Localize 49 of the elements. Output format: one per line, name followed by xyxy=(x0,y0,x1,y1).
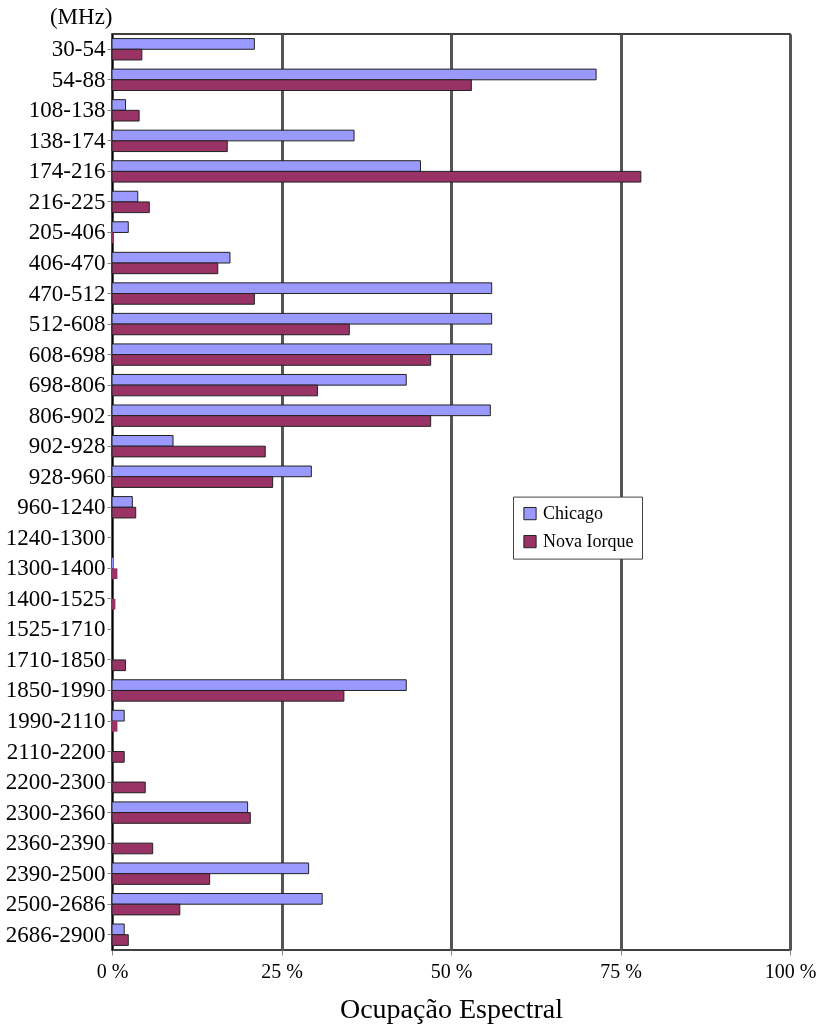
bar xyxy=(111,842,154,855)
y-tick-label: 1525-1710 xyxy=(5,616,106,642)
bar xyxy=(112,598,116,610)
y-tick-label: 1850-1990 xyxy=(5,677,106,703)
x-tick-label: 0 % xyxy=(96,959,129,982)
bar xyxy=(111,221,129,233)
y-tick-label: 2110-2200 xyxy=(6,738,106,764)
bar xyxy=(112,568,118,580)
y-tick-label: 512-608 xyxy=(28,311,106,337)
y-tick-label: 1400-1525 xyxy=(5,585,106,611)
y-tick-label: 2200-2300 xyxy=(5,769,106,795)
y-tick-label: 205-406 xyxy=(28,219,106,245)
y-tick-label: 2500-2686 xyxy=(5,891,106,917)
x-tick-label: 25 % xyxy=(261,959,303,982)
y-tick-label: 470-512 xyxy=(28,280,106,306)
y-tick-label: 108-138 xyxy=(28,97,106,123)
y-tick-label: 960-1240 xyxy=(17,494,106,520)
legend-label: Nova Iorque xyxy=(543,530,634,551)
y-tick-label: 928-960 xyxy=(28,463,106,489)
y-tick-label: 902-928 xyxy=(28,433,106,459)
y-tick-label: 698-806 xyxy=(28,372,106,398)
y-axis-title: (MHz) xyxy=(49,3,113,29)
y-tick-label: 54-88 xyxy=(51,66,106,92)
x-tick-label: 100 % xyxy=(764,959,817,982)
y-tick-label: 2360-2390 xyxy=(5,830,106,856)
y-tick-label: 806-902 xyxy=(28,402,106,428)
y-tick-label: 2390-2500 xyxy=(5,860,106,886)
y-tick-label: 406-470 xyxy=(28,250,106,275)
x-tick-label: 50 % xyxy=(430,959,473,982)
bar xyxy=(111,659,127,672)
bar xyxy=(112,721,118,732)
y-tick-label: 2686-2900 xyxy=(5,921,106,947)
y-tick-label: 2300-2360 xyxy=(5,799,106,825)
bar xyxy=(112,232,115,244)
y-tick-label: 1710-1850 xyxy=(5,646,106,672)
legend-label: Chicago xyxy=(543,502,603,523)
y-tick-label: 138-174 xyxy=(28,127,106,153)
y-tick-label: 1300-1400 xyxy=(5,555,106,581)
y-tick-label: 30-54 xyxy=(51,36,106,62)
y-tick-label: 216-225 xyxy=(28,188,106,214)
bar xyxy=(111,781,146,794)
bar xyxy=(111,709,125,722)
x-axis-title: Ocupação Espectral xyxy=(339,992,564,1024)
y-tick-label: 1990-2110 xyxy=(6,708,106,733)
y-tick-label: 1240-1300 xyxy=(5,524,106,550)
y-tick-label: 608-698 xyxy=(28,341,106,367)
bar xyxy=(111,751,125,763)
y-tick-label: 174-216 xyxy=(28,158,106,184)
x-tick-label: 75 % xyxy=(600,959,642,982)
